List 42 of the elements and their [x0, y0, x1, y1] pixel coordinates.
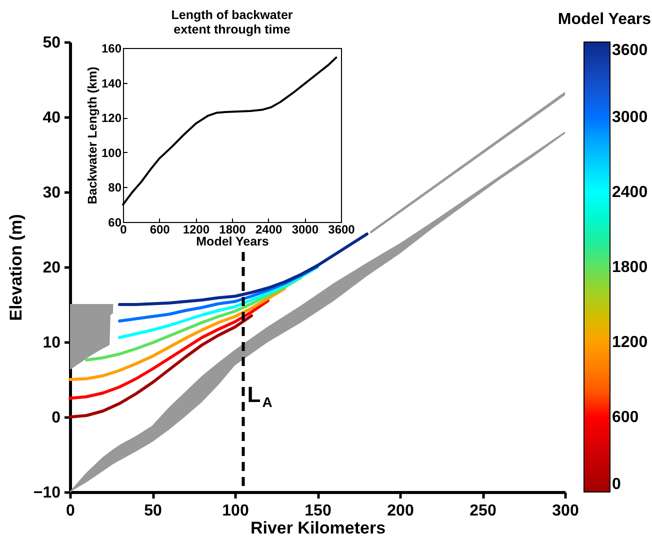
color-bar-label: 600: [612, 409, 639, 426]
color-bar-label: 3600: [612, 42, 648, 59]
y-tick-label: 120: [101, 111, 122, 126]
line-series: [68, 287, 286, 381]
line-series: [118, 232, 368, 306]
y-tick-label: −10: [33, 484, 61, 502]
x-tick-label: 250: [470, 502, 496, 520]
x-tick-label: 0: [66, 502, 76, 520]
y-tick-label: 80: [108, 180, 122, 195]
x-tick-label: 150: [304, 502, 332, 520]
y-tick-label: 60: [108, 216, 122, 230]
line-series: [85, 276, 302, 362]
x-tick-label: 3000: [292, 222, 319, 236]
y-tick-label: 50: [42, 34, 61, 52]
x-tick-label: 3600: [328, 222, 356, 236]
x-tick-label: 600: [150, 222, 170, 236]
y-tick-label: 30: [42, 184, 61, 202]
x-axis-title: Model Years: [196, 234, 269, 248]
y-tick-label: 160: [101, 42, 122, 56]
y-tick-label: 100: [101, 146, 122, 160]
y-tick-label: 0: [52, 410, 61, 426]
y-tick-label: 140: [101, 76, 122, 90]
y-tick-label: 10: [42, 334, 61, 352]
x-tick-label: 200: [387, 502, 414, 520]
y-axis-title: Elevation (m): [6, 214, 26, 321]
color-bar-label: 1200: [612, 334, 648, 351]
y-tick-label: 20: [42, 260, 61, 276]
x-tick-label: 50: [144, 502, 162, 520]
x-tick-label: 100: [222, 502, 249, 520]
y-tick-label: 40: [42, 110, 61, 126]
y-axis-title: Backwater Length (km): [85, 66, 100, 204]
chart-title: Length of backwater extent through time: [171, 8, 293, 36]
color-bar-title: Model Years: [558, 11, 652, 28]
x-tick-label: 2400: [255, 222, 283, 236]
color-bar-label: 0: [612, 476, 621, 493]
x-tick-label: 1200: [182, 222, 210, 236]
x-tick-label: 1800: [219, 222, 246, 236]
color-bar-label: 2400: [612, 184, 648, 201]
color-bar-label: 3000: [612, 109, 648, 126]
x-axis-title: River Kilometers: [250, 518, 386, 538]
x-tick-label: 300: [552, 502, 579, 520]
color-bar-label: 1800: [612, 259, 648, 276]
